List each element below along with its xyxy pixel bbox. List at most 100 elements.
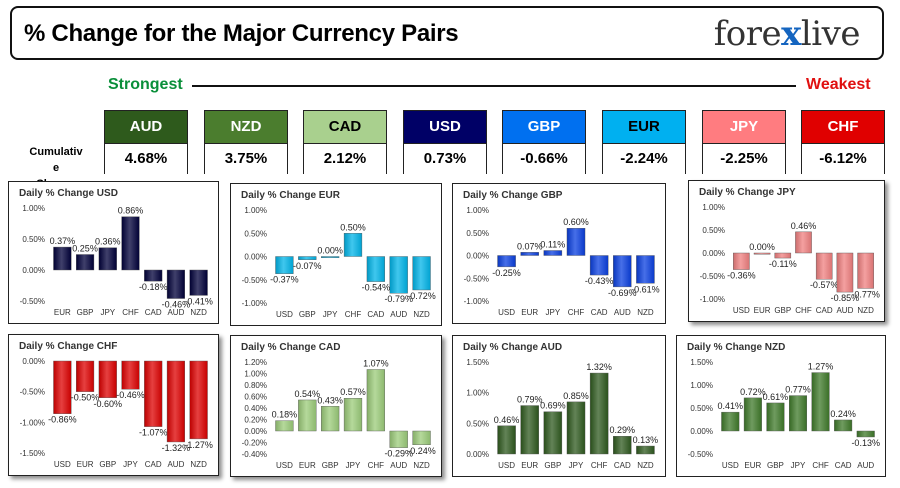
bar-chart: 0.00% -0.50% -1.00% -1.50% -0.86% USD -0.50% EU…	[20, 357, 213, 469]
bar-jpy	[543, 250, 563, 256]
data-label: -0.43%	[585, 276, 614, 286]
eur-daily-chart-panel: Daily % Change EUR 1.00% 0.50% 0.00% -0.50% -…	[230, 183, 442, 326]
bar-gbp	[766, 402, 785, 432]
y-tick-label: 0.50%	[690, 404, 713, 413]
data-label: -0.85%	[831, 293, 860, 303]
bar-gbp	[76, 254, 95, 271]
data-label: 0.00%	[749, 242, 775, 252]
data-label: -0.11%	[769, 259, 797, 269]
data-label: 0.46%	[791, 221, 817, 231]
currency-box-chf: CHF -6.12%	[801, 110, 885, 174]
data-label: 0.85%	[563, 391, 589, 401]
x-tick-label: JPY	[346, 461, 361, 470]
currency-code: AUD	[105, 111, 187, 143]
data-label: 0.24%	[830, 409, 856, 419]
data-label: -0.57%	[810, 280, 839, 290]
currency-code: GBP	[503, 111, 585, 143]
x-tick-label: AUD	[836, 306, 853, 315]
cumulative-value: 0.73%	[404, 143, 486, 174]
x-tick-label: JPY	[323, 310, 338, 319]
bar-chf	[795, 231, 812, 254]
data-label: 0.25%	[72, 244, 98, 254]
chart-title: Daily % Change EUR	[241, 190, 340, 201]
data-label: 0.54%	[295, 389, 321, 399]
data-label: -1.07%	[139, 428, 168, 438]
data-label: 1.27%	[808, 362, 834, 372]
data-label: 0.00%	[317, 246, 343, 256]
bar-nzd	[636, 445, 655, 455]
x-tick-label: CAD	[367, 310, 384, 319]
currency-box-nzd: NZD 3.75%	[204, 110, 288, 174]
y-tick-label: -1.00%	[464, 297, 489, 306]
header-banner: % Change for the Major Currency Pairs fo…	[10, 6, 884, 60]
x-tick-label: NZD	[413, 461, 430, 470]
bar-chf	[121, 216, 140, 271]
bar-aud	[836, 252, 854, 293]
bar-cad	[589, 255, 609, 276]
data-label: -0.69%	[608, 288, 637, 298]
data-label: -0.86%	[48, 415, 77, 425]
y-tick-label: 1.00%	[22, 204, 45, 213]
cumulative-value: 3.75%	[205, 143, 287, 174]
data-label: 0.41%	[718, 401, 744, 411]
x-tick-label: CAD	[591, 308, 608, 317]
cumulative-value: -6.12%	[802, 143, 884, 174]
currency-box-cad: CAD 2.12%	[303, 110, 387, 174]
cumulative-value: -0.66%	[503, 143, 585, 174]
y-tick-label: 1.00%	[466, 389, 489, 398]
x-tick-label: EUR	[744, 461, 761, 470]
bar-eur	[53, 246, 72, 271]
bar-usd	[497, 425, 516, 455]
bar-gbp	[774, 252, 792, 259]
x-tick-label: AUD	[614, 308, 631, 317]
bar-eur	[298, 399, 317, 432]
data-label: 0.61%	[763, 392, 789, 402]
x-tick-label: USD	[498, 461, 515, 470]
x-tick-label: EUR	[299, 461, 316, 470]
bar-chart: 1.50% 1.00% 0.50% 0.00% 0.46% USD 0.79% EUR 0.69…	[466, 358, 658, 470]
cumulative-value: -2.24%	[603, 143, 685, 174]
data-label: 0.72%	[740, 387, 766, 397]
bar-eur	[520, 252, 539, 256]
bar-cad	[815, 252, 833, 280]
chart-title: Daily % Change CAD	[241, 342, 341, 353]
data-label: -0.37%	[270, 275, 299, 285]
bar-jpy	[343, 398, 363, 432]
x-tick-label: USD	[722, 461, 739, 470]
y-tick-label: 0.20%	[244, 416, 267, 425]
currency-code: CAD	[304, 111, 386, 143]
y-tick-label: 0.00%	[466, 450, 489, 459]
x-tick-label: EUR	[754, 306, 771, 315]
bar-jpy	[98, 247, 117, 271]
y-tick-label: 0.00%	[702, 249, 725, 258]
data-label: 0.43%	[317, 395, 343, 405]
data-label: 0.50%	[340, 222, 366, 232]
bar-cad	[144, 269, 163, 282]
y-tick-label: 1.00%	[702, 203, 725, 212]
bar-chf	[343, 233, 363, 257]
x-tick-label: CAD	[145, 460, 162, 469]
y-tick-label: -1.00%	[700, 295, 725, 304]
x-tick-label: AUD	[390, 461, 407, 470]
bar-usd	[497, 255, 516, 268]
x-tick-label: NZD	[637, 308, 654, 317]
bar-jpy	[321, 256, 340, 258]
bar-aud	[389, 256, 408, 294]
bar-jpy	[121, 360, 140, 390]
data-label: 0.60%	[563, 217, 589, 227]
bar-aud	[856, 430, 875, 438]
bar-nzd	[636, 255, 655, 284]
x-tick-label: GBP	[767, 461, 784, 470]
bar-nzd	[412, 430, 431, 446]
bar-aud	[166, 269, 185, 299]
bar-chf	[589, 372, 609, 455]
currency-box-jpy: JPY -2.25%	[702, 110, 786, 174]
data-label: 0.46%	[494, 415, 520, 425]
bar-gbp	[543, 411, 563, 455]
data-label: -0.54%	[362, 283, 391, 293]
data-label: -0.50%	[71, 393, 100, 403]
x-tick-label: AUD	[167, 308, 184, 317]
data-label: -1.27%	[184, 440, 213, 450]
x-tick-label: JPY	[569, 461, 584, 470]
bar-jpy	[788, 395, 808, 432]
